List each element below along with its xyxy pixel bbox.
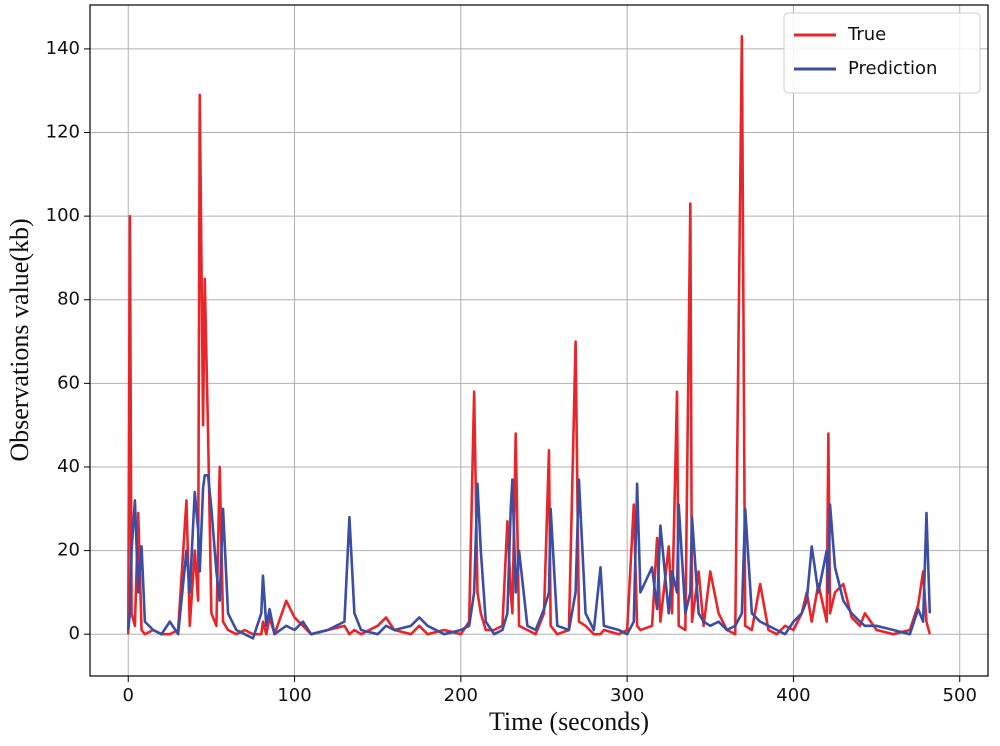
y-tick-label: 0	[69, 623, 80, 644]
y-tick-label: 120	[46, 122, 80, 143]
x-tick-label: 100	[277, 685, 311, 706]
y-tick-label: 100	[46, 205, 80, 226]
y-tick-label: 80	[57, 289, 80, 310]
x-axis-label: Time (seconds)	[489, 707, 649, 736]
legend-box	[783, 12, 981, 94]
y-tick-label: 40	[57, 456, 80, 477]
y-tick-label: 20	[57, 540, 80, 561]
plot-frame	[89, 4, 989, 677]
legend-label: True	[847, 24, 886, 45]
series-line	[126, 474, 932, 640]
x-tick-label: 200	[444, 685, 478, 706]
x-tick-label: 300	[610, 685, 644, 706]
x-tick-label: 500	[943, 685, 977, 706]
x-tick-label: 400	[776, 685, 810, 706]
y-axis-label: Observations value(kb)	[5, 218, 34, 461]
legend-label: Prediction	[848, 58, 937, 79]
y-tick-label: 60	[57, 372, 80, 393]
x-tick-label: 0	[123, 685, 134, 706]
y-tick-label: 140	[46, 38, 80, 59]
series-line	[126, 35, 932, 636]
